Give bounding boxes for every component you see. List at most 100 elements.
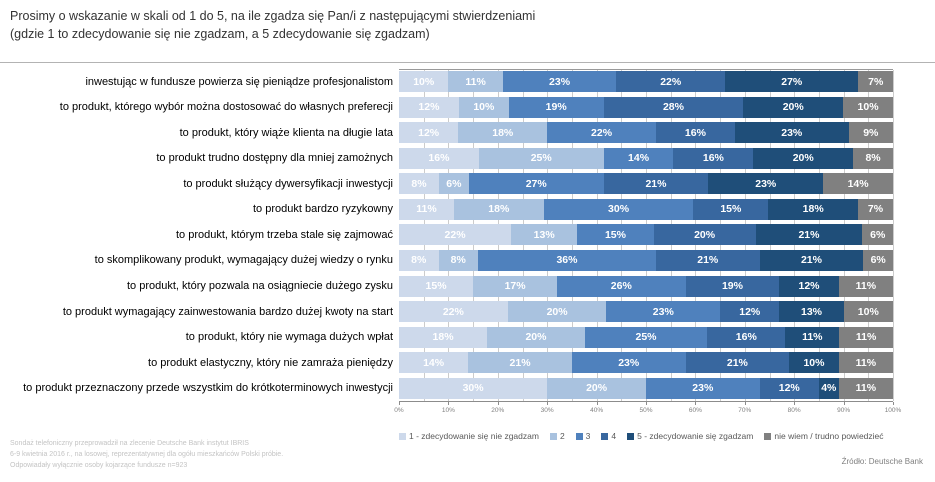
bar-segment: 23% [646,377,760,399]
bar-track: 22% 20% 23% 12% 13% 10% [399,301,894,323]
segment-value-label: 12% [778,382,800,395]
chart-row: to produkt wymagający zainwestowania bar… [10,299,894,325]
bar-segment: 11% [838,275,893,297]
chart-row: to produkt, którego wybór można dostosow… [10,95,894,121]
segment-value-label: 8% [865,152,881,165]
chart-row: to produkt trudno dostępny dla mniej zam… [10,146,894,172]
segment-value-label: 11% [855,280,877,293]
bar-track: 22% 13% 15% 20% 21% 6% [399,224,894,246]
segment-value-label: 17% [504,280,526,293]
bar-segment: 19% [685,275,780,297]
bar-segment: 12% [779,275,839,297]
segment-value-label: 15% [604,228,626,241]
segment-value-label: 10% [413,75,435,88]
bar-segment: 21% [655,249,760,271]
bar-segment: 13% [779,301,844,323]
segment-value-label: 23% [692,382,714,395]
segment-value-label: 11% [802,331,823,344]
category-label: to produkt, który pozwala na osiągniecie… [127,280,393,293]
note-line-2: 6-9 kwietnia 2016 r., na losowej, reprez… [10,451,284,459]
segment-value-label: 7% [868,75,884,88]
segment-value-label: 8% [411,254,427,267]
segment-value-label: 21% [645,177,667,190]
legend-item: 2 [549,431,565,441]
bar-segment: 12% [759,377,819,399]
bar-segment: 11% [448,71,503,93]
segment-value-label: 12% [739,305,761,318]
divider-line [0,62,935,63]
segment-value-label: 28% [662,101,684,114]
segment-value-label: 22% [442,305,464,318]
segment-value-label: 22% [444,228,466,241]
bar-rows: inwestując w fundusze powierza się pieni… [10,69,894,401]
x-tick-label: 80% [787,407,801,414]
bar-segment: 12% [399,96,459,118]
segment-value-label: 10% [857,101,879,114]
segment-value-label: 11% [855,382,877,395]
chart-row: to skomplikowany produkt, wymagający duż… [10,248,893,274]
segment-value-label: 21% [697,254,719,267]
bar-segment: 12% [399,122,459,144]
segment-value-label: 9% [863,126,879,139]
bar-segment: 23% [708,173,824,195]
segment-value-label: 21% [726,356,748,369]
bar-segment: 20% [653,224,756,246]
category-label: to produkt, który wiąże klienta na długi… [179,126,393,139]
bar-segment: 10% [789,352,839,374]
bar-segment: 17% [473,275,558,297]
x-tick [646,402,647,405]
category-label: to produkt służący dywersyfikacji inwest… [183,177,393,190]
bar-segment: 11% [838,352,893,374]
x-tick-label: 70% [738,407,752,414]
bar-segment: 18% [453,198,544,220]
bar-segment: 10% [843,96,894,118]
segment-value-label: 19% [545,101,567,114]
bar-segment: 21% [755,224,863,246]
stacked-bar-chart: inwestując w fundusze powierza się pieni… [10,69,901,441]
source-label: Źródło: Deutsche Bank [841,457,923,466]
bar-segment: 14% [603,147,674,169]
x-tick [695,402,697,405]
bar-segment: 11% [838,377,894,399]
segment-value-label: 15% [720,203,742,216]
category-label: to produkt wymagający zainwestowania bar… [62,305,393,318]
bar-segment: 22% [399,224,512,246]
chart-title: Prosimy o wskazanie w skali od 1 do 5, n… [10,8,925,43]
x-tick [448,402,450,405]
segment-value-label: 12% [798,280,820,293]
segment-value-label: 4% [821,382,837,395]
bar-segment: 11% [785,326,840,348]
chart-row: to produkt bardzo ryzykowny 11% 18% 30% 15% 1… [10,197,893,223]
segment-value-label: 16% [735,331,757,344]
bar-segment: 15% [399,275,474,297]
bar-segment: 23% [571,352,686,374]
segment-value-label: 14% [423,356,445,369]
segment-value-label: 12% [418,101,440,114]
bar-segment: 13% [511,224,578,246]
segment-value-label: 7% [867,203,884,216]
bar-track: 10% 11% 23% 22% 27% 7% [399,71,894,93]
bar-segment: 19% [508,96,604,118]
x-tick-label: 30% [540,407,554,414]
bar-track: 8% 6% 27% 21% 23% 14% [399,173,893,195]
segment-value-label: 26% [610,280,632,293]
bar-segment: 20% [507,301,607,323]
segment-value-label: 20% [694,228,716,241]
segment-value-label: 30% [462,382,484,395]
category-label: to produkt przeznaczony przede wszystkim… [23,382,393,395]
bar-segment: 27% [725,71,859,93]
x-tick [399,402,400,405]
segment-value-label: 21% [798,228,820,241]
segment-value-label: 27% [525,177,547,190]
segment-value-label: 19% [721,280,743,293]
chart-row: inwestując w fundusze powierza się pieni… [10,69,894,95]
bar-segment: 15% [577,224,654,246]
legend-item: 5 - zdecydowanie się zgadzam [627,431,753,441]
x-tick-label: 20% [491,407,505,414]
bar-segment: 14% [823,173,893,195]
segment-value-label: 16% [702,152,724,165]
bar-segment: 23% [502,71,617,93]
bar-segment: 8% [399,249,439,271]
segment-value-label: 20% [525,331,547,344]
segment-value-label: 6% [446,177,462,190]
